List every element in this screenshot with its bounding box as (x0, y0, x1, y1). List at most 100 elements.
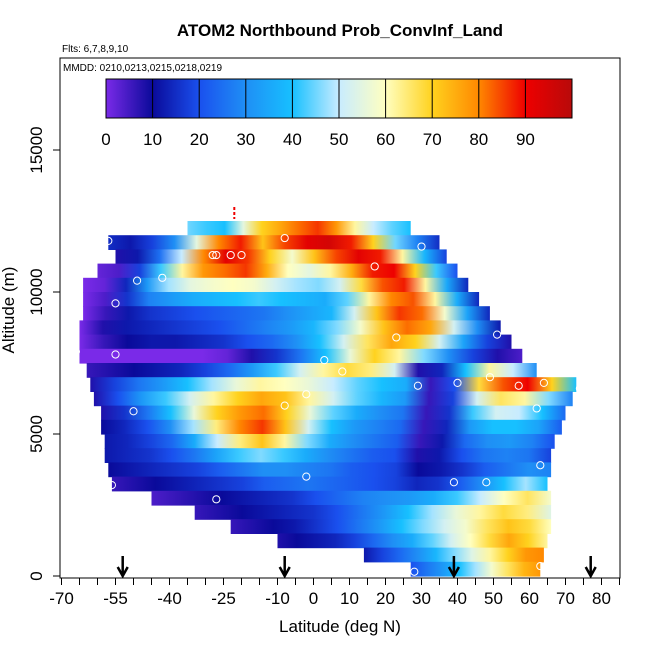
data-point (57, 270, 66, 280)
x-tick-label: -10 (265, 589, 290, 608)
colorbar-tick-label: 40 (283, 130, 302, 149)
y-tick-label: 10000 (27, 268, 46, 315)
data-point (493, 330, 502, 339)
data-point (320, 356, 329, 365)
x-tick-label: -25 (211, 589, 236, 608)
flights-subtitle: Flts: 6,7,8,9,10 (62, 44, 129, 55)
colorbar-tick-label: 50 (330, 130, 349, 149)
y-axis-label: Altitude (m) (0, 267, 18, 354)
y-tick-label: 15000 (27, 126, 46, 173)
colorbar-tick-label: 10 (143, 130, 162, 149)
heatmap-row (115, 249, 447, 265)
arrow-head (278, 566, 291, 579)
heatmap-row (410, 561, 541, 577)
data-point (71, 347, 81, 356)
data-point (302, 390, 311, 399)
x-tick-label: 10 (340, 589, 359, 608)
x-tick-label: -70 (49, 589, 74, 608)
x-tick-label: -40 (157, 589, 182, 608)
data-point (237, 250, 246, 260)
data-point (107, 481, 117, 490)
x-tick-label: 50 (484, 589, 503, 608)
chart-title: ATOM2 Northbound Prob_ConvInf_Land (177, 21, 503, 40)
heatmap-row (363, 547, 544, 563)
heatmap-row (108, 235, 440, 250)
data-point (158, 273, 167, 282)
colorbar-tick-label: 60 (376, 130, 395, 149)
plot-frame (59, 57, 621, 579)
data-point (453, 378, 462, 387)
x-tick-label: 70 (556, 589, 575, 608)
heatmap-row (83, 292, 480, 307)
data-point (208, 250, 217, 260)
data-point (417, 242, 426, 251)
arrow-head (447, 566, 460, 579)
colorbar-tick-label: 90 (516, 130, 535, 149)
heatmap-row (104, 448, 552, 463)
heatmap-row (111, 476, 548, 492)
observation-points (57, 233, 585, 576)
data-point (413, 381, 422, 390)
data-point (410, 567, 419, 576)
x-axis-label: Latitude (deg N) (279, 617, 401, 636)
data-point (338, 367, 347, 376)
x-tick-label: -55 (103, 589, 128, 608)
heatmap-row (151, 490, 552, 506)
x-tick-label: 60 (520, 589, 539, 608)
heatmap-row (194, 505, 552, 520)
colorbar-tick-label: 20 (190, 130, 209, 149)
x-tick-label: 40 (448, 589, 467, 608)
heatmap-row (79, 334, 512, 350)
heatmap-row (101, 405, 566, 421)
data-point (104, 236, 113, 245)
heatmap-row (187, 221, 411, 236)
heatmap-row (83, 306, 490, 321)
heatmap-field (79, 207, 577, 577)
colorbar: 0 10 20 30 40 50 60 70 80 90 (101, 78, 573, 149)
colorbar-tick-label: 70 (423, 130, 442, 149)
x-tick-label: 20 (376, 589, 395, 608)
data-point (111, 350, 120, 359)
heatmap-row (230, 519, 552, 534)
heatmap-row (93, 391, 573, 407)
data-point (482, 478, 491, 487)
x-tick-label: 30 (412, 589, 431, 608)
x-tick-label: 80 (592, 589, 611, 608)
data-point (302, 472, 311, 481)
data-point (280, 401, 289, 410)
arrow-head (584, 566, 597, 579)
data-point (212, 495, 221, 504)
data-point (539, 378, 549, 387)
heatmap-row (104, 434, 555, 449)
dates-subtitle: MMDD: 0210,0213,0215,0218,0219 (63, 63, 222, 74)
data-point (392, 333, 401, 342)
data-point (129, 407, 138, 416)
data-point (532, 404, 541, 413)
data-point (226, 250, 235, 260)
heatmap-row (79, 320, 501, 336)
heatmap-row (277, 533, 548, 549)
data-point (212, 250, 221, 260)
data-point (449, 478, 458, 487)
heatmap-row (97, 263, 458, 279)
colorbar-tick-label: 80 (469, 130, 488, 149)
data-point (575, 384, 585, 393)
arrow-head (116, 566, 129, 579)
data-point (111, 299, 120, 308)
data-point (536, 561, 545, 571)
data-point (536, 461, 545, 470)
data-point (485, 373, 494, 382)
x-tick-label: 0 (309, 589, 318, 608)
heatmap-row (83, 277, 469, 293)
flight-arrows (116, 556, 597, 579)
heatmap-row (90, 377, 577, 392)
y-tick-label: 5000 (27, 415, 46, 453)
heatmap-row (86, 363, 537, 378)
data-point (514, 381, 523, 390)
axes: -70 -55 -40 -25 -10 0 10 20 30 40 50 60 70 80 0 5000 100… (27, 126, 620, 608)
heatmap-row (108, 462, 552, 478)
y-tick-label: 0 (27, 571, 46, 580)
data-point (133, 276, 142, 285)
data-point (280, 233, 289, 243)
